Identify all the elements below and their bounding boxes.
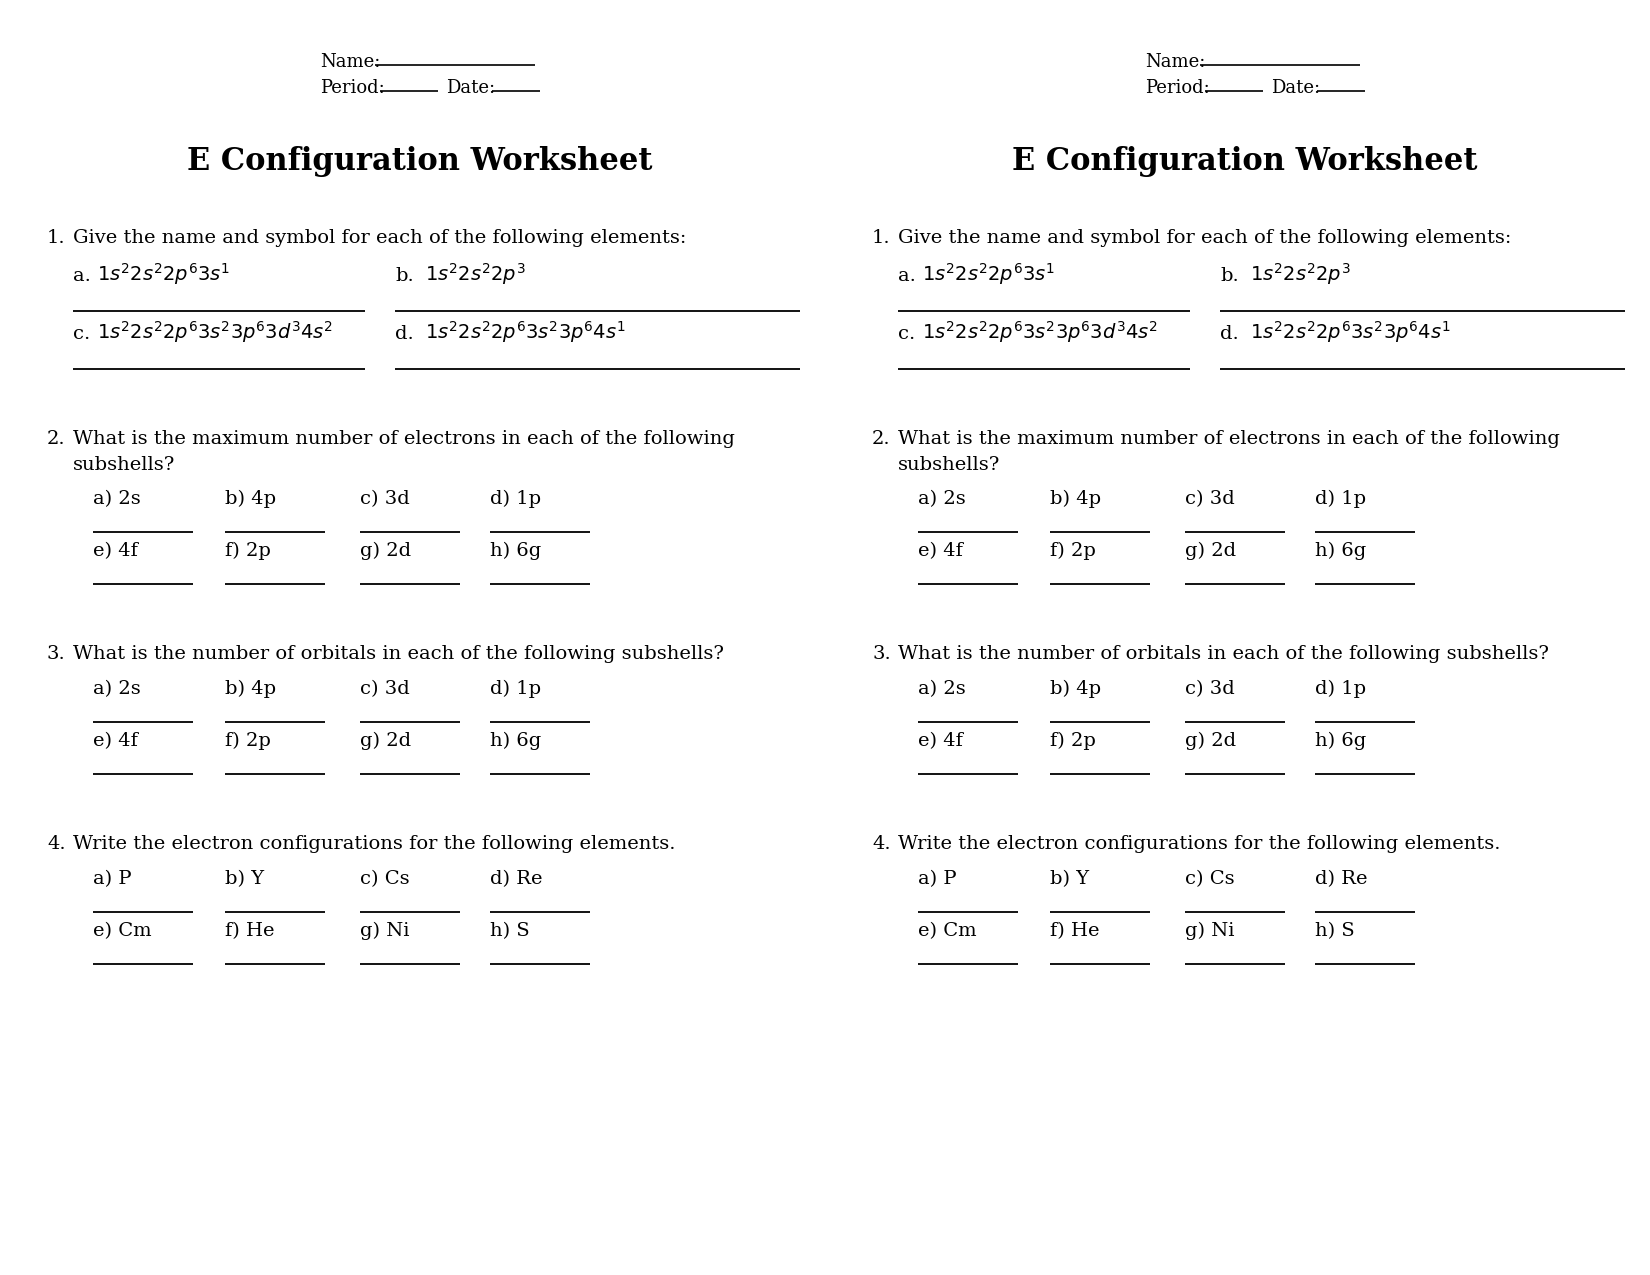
Text: a) P: a) P [92,870,132,887]
Text: d) Re: d) Re [1315,870,1368,887]
Text: h) 6g: h) 6g [490,542,541,560]
Text: $1s^{2}2s^{2}2p^{6}3s^{1}$: $1s^{2}2s^{2}2p^{6}3s^{1}$ [922,261,1054,287]
Text: Name:: Name: [320,54,381,71]
Text: b) 4p: b) 4p [1049,680,1101,697]
Text: e) Cm: e) Cm [917,922,977,940]
Text: f) 2p: f) 2p [1049,732,1096,750]
Text: What is the number of orbitals in each of the following subshells?: What is the number of orbitals in each o… [898,645,1549,663]
Text: c) 3d: c) 3d [360,490,409,507]
Text: g) 2d: g) 2d [360,542,411,560]
Text: a) 2s: a) 2s [92,680,140,697]
Text: a.: a. [73,266,91,286]
Text: c) 3d: c) 3d [1185,680,1234,697]
Text: a) 2s: a) 2s [917,490,965,507]
Text: E Configuration Worksheet: E Configuration Worksheet [1011,147,1478,177]
Text: d) 1p: d) 1p [490,680,541,697]
Text: $1s^{2}2s^{2}2p^{6}3s^{2}3p^{6}3d^{3}4s^{2}$: $1s^{2}2s^{2}2p^{6}3s^{2}3p^{6}3d^{3}4s^… [97,319,333,346]
Text: 1.: 1. [871,230,891,247]
Text: b) 4p: b) 4p [224,680,276,697]
Text: d) 1p: d) 1p [490,490,541,507]
Text: 2.: 2. [871,430,891,448]
Text: d.: d. [394,325,414,343]
Text: h) S: h) S [490,922,530,940]
Text: g) Ni: g) Ni [360,922,409,940]
Text: c) 3d: c) 3d [360,680,409,697]
Text: c.: c. [73,325,91,343]
Text: Date:: Date: [1270,79,1320,97]
Text: h) S: h) S [1315,922,1355,940]
Text: 4.: 4. [871,835,891,853]
Text: e) 4f: e) 4f [917,732,964,750]
Text: e) 4f: e) 4f [917,542,964,560]
Text: b) Y: b) Y [224,870,264,887]
Text: d) 1p: d) 1p [1315,490,1366,507]
Text: c.: c. [898,325,916,343]
Text: Period:: Period: [1145,79,1209,97]
Text: b) 4p: b) 4p [1049,490,1101,507]
Text: g) 2d: g) 2d [360,732,411,750]
Text: Period:: Period: [320,79,384,97]
Text: $1s^{2}2s^{2}2p^{6}3s^{2}3p^{6}4s^{1}$: $1s^{2}2s^{2}2p^{6}3s^{2}3p^{6}4s^{1}$ [1251,319,1450,346]
Text: g) Ni: g) Ni [1185,922,1234,940]
Text: Give the name and symbol for each of the following elements:: Give the name and symbol for each of the… [73,230,686,247]
Text: 3.: 3. [871,645,891,663]
Text: h) 6g: h) 6g [1315,542,1366,560]
Text: c) 3d: c) 3d [1185,490,1234,507]
Text: d) 1p: d) 1p [1315,680,1366,697]
Text: $1s^{2}2s^{2}2p^{6}3s^{2}3p^{6}4s^{1}$: $1s^{2}2s^{2}2p^{6}3s^{2}3p^{6}4s^{1}$ [426,319,625,346]
Text: a.: a. [898,266,916,286]
Text: Give the name and symbol for each of the following elements:: Give the name and symbol for each of the… [898,230,1511,247]
Text: b) 4p: b) 4p [224,490,276,507]
Text: c) Cs: c) Cs [360,870,409,887]
Text: g) 2d: g) 2d [1185,732,1236,750]
Text: a) 2s: a) 2s [917,680,965,697]
Text: c) Cs: c) Cs [1185,870,1234,887]
Text: $1s^{2}2s^{2}2p^{6}3s^{1}$: $1s^{2}2s^{2}2p^{6}3s^{1}$ [97,261,229,287]
Text: h) 6g: h) 6g [1315,732,1366,750]
Text: g) 2d: g) 2d [1185,542,1236,560]
Text: What is the maximum number of electrons in each of the following: What is the maximum number of electrons … [898,430,1559,448]
Text: a) 2s: a) 2s [92,490,140,507]
Text: $1s^{2}2s^{2}2p^{3}$: $1s^{2}2s^{2}2p^{3}$ [1251,261,1351,287]
Text: b.: b. [394,266,414,286]
Text: b.: b. [1219,266,1239,286]
Text: 2.: 2. [46,430,66,448]
Text: d) Re: d) Re [490,870,543,887]
Text: b) Y: b) Y [1049,870,1089,887]
Text: 4.: 4. [46,835,66,853]
Text: Write the electron configurations for the following elements.: Write the electron configurations for th… [73,835,675,853]
Text: What is the maximum number of electrons in each of the following: What is the maximum number of electrons … [73,430,734,448]
Text: $1s^{2}2s^{2}2p^{6}3s^{2}3p^{6}3d^{3}4s^{2}$: $1s^{2}2s^{2}2p^{6}3s^{2}3p^{6}3d^{3}4s^… [922,319,1158,346]
Text: subshells?: subshells? [73,456,175,474]
Text: e) 4f: e) 4f [92,542,139,560]
Text: e) 4f: e) 4f [92,732,139,750]
Text: What is the number of orbitals in each of the following subshells?: What is the number of orbitals in each o… [73,645,724,663]
Text: d.: d. [1219,325,1239,343]
Text: 3.: 3. [46,645,66,663]
Text: f) He: f) He [1049,922,1099,940]
Text: a) P: a) P [917,870,957,887]
Text: f) 2p: f) 2p [1049,542,1096,560]
Text: 1.: 1. [46,230,66,247]
Text: f) 2p: f) 2p [224,542,271,560]
Text: f) He: f) He [224,922,274,940]
Text: E Configuration Worksheet: E Configuration Worksheet [186,147,653,177]
Text: Write the electron configurations for the following elements.: Write the electron configurations for th… [898,835,1500,853]
Text: $1s^{2}2s^{2}2p^{3}$: $1s^{2}2s^{2}2p^{3}$ [426,261,526,287]
Text: Date:: Date: [446,79,495,97]
Text: Name:: Name: [1145,54,1206,71]
Text: subshells?: subshells? [898,456,1000,474]
Text: h) 6g: h) 6g [490,732,541,750]
Text: f) 2p: f) 2p [224,732,271,750]
Text: e) Cm: e) Cm [92,922,152,940]
